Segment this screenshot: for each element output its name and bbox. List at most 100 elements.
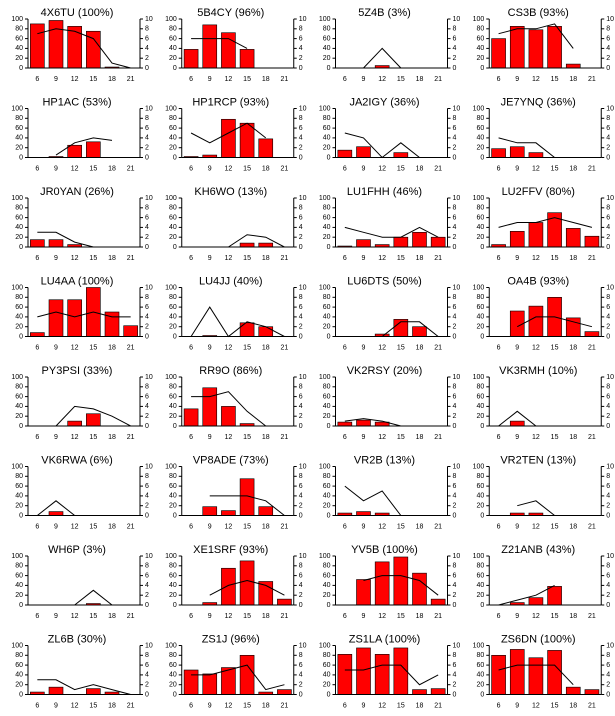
bar bbox=[430, 236, 446, 248]
y-tick-label: 100 bbox=[473, 553, 485, 560]
x-tick-label: 6 bbox=[497, 702, 501, 709]
bar bbox=[48, 511, 64, 516]
y-tick-label: 100 bbox=[319, 374, 331, 381]
bar bbox=[67, 299, 82, 337]
x-tick-label: 15 bbox=[397, 613, 405, 620]
x-tick-label: 6 bbox=[343, 434, 347, 441]
y-tick-label: 0 bbox=[480, 333, 484, 340]
x-tick-label: 9 bbox=[54, 165, 58, 172]
y-tick-label: 60 bbox=[323, 35, 331, 42]
y-tick-label: 40 bbox=[323, 314, 331, 321]
y-tick-label: 40 bbox=[169, 224, 177, 231]
y2-tick-label: 8 bbox=[453, 563, 457, 570]
bar bbox=[491, 654, 506, 695]
y2-tick-label: 10 bbox=[145, 105, 153, 112]
y-tick-label: 80 bbox=[15, 26, 23, 33]
x-tick-label: 6 bbox=[343, 255, 347, 262]
y-tick-label: 80 bbox=[323, 652, 331, 659]
x-tick-label: 15 bbox=[89, 344, 97, 351]
bar bbox=[277, 598, 292, 606]
x-tick-label: 21 bbox=[434, 613, 442, 620]
y2-tick-label: 2 bbox=[299, 234, 303, 241]
y2-tick-label: 4 bbox=[299, 135, 303, 142]
y-tick-label: 100 bbox=[11, 463, 23, 470]
x-tick-label: 18 bbox=[108, 613, 116, 620]
x-tick-label: 9 bbox=[362, 523, 366, 530]
y2-tick-label: 2 bbox=[145, 234, 149, 241]
y-tick-label: 0 bbox=[19, 512, 23, 519]
y-tick-label: 40 bbox=[15, 493, 23, 500]
x-tick-label: 12 bbox=[378, 76, 386, 83]
y2-tick-label: 4 bbox=[299, 45, 303, 52]
line bbox=[55, 137, 113, 156]
x-tick-label: 9 bbox=[362, 165, 366, 172]
y-tick-label: 100 bbox=[473, 16, 485, 23]
bar bbox=[221, 32, 236, 69]
y-tick-label: 40 bbox=[169, 403, 177, 410]
bar bbox=[30, 332, 45, 337]
line bbox=[190, 306, 285, 338]
y2-tick-label: 8 bbox=[145, 205, 149, 212]
y-tick-label: 100 bbox=[165, 105, 177, 112]
y-tick-label: 0 bbox=[327, 244, 331, 251]
y-tick-label: 0 bbox=[480, 423, 484, 430]
x-tick-label: 21 bbox=[588, 255, 596, 262]
y-tick-label: 20 bbox=[323, 592, 331, 599]
y-tick-label: 0 bbox=[19, 423, 23, 430]
bar bbox=[183, 49, 199, 69]
y-tick-label: 60 bbox=[169, 304, 177, 311]
panel-title: ZS1J (96%) bbox=[202, 633, 260, 645]
x-tick-label: 21 bbox=[588, 434, 596, 441]
bar bbox=[528, 222, 544, 248]
y2-tick-label: 2 bbox=[145, 413, 149, 420]
y-tick-label: 20 bbox=[169, 592, 177, 599]
panel-title: LU4AA (100%) bbox=[41, 275, 114, 287]
y2-tick-label: 6 bbox=[453, 572, 457, 579]
x-tick-label: 18 bbox=[108, 434, 116, 441]
x-tick-label: 15 bbox=[243, 702, 251, 709]
y2-tick-label: 6 bbox=[145, 662, 149, 669]
y-tick-label: 20 bbox=[169, 682, 177, 689]
y2-tick-label: 8 bbox=[606, 26, 610, 33]
y-tick-label: 60 bbox=[323, 572, 331, 579]
x-tick-label: 9 bbox=[515, 76, 519, 83]
x-tick-label: 12 bbox=[71, 702, 79, 709]
bar bbox=[239, 322, 255, 337]
panel-title: JA2IGY (36%) bbox=[349, 96, 419, 108]
y2-tick-label: 10 bbox=[299, 553, 307, 560]
bar bbox=[258, 138, 274, 158]
panel-title: ZS1LA (100%) bbox=[349, 633, 421, 645]
y2-tick-label: 0 bbox=[145, 602, 149, 609]
y2-tick-label: 4 bbox=[299, 493, 303, 500]
y-tick-label: 60 bbox=[476, 483, 484, 490]
y2-tick-label: 2 bbox=[453, 503, 457, 510]
y-tick-label: 20 bbox=[323, 234, 331, 241]
y-tick-label: 40 bbox=[169, 135, 177, 142]
y2-tick-label: 10 bbox=[606, 105, 614, 112]
bar bbox=[547, 650, 562, 695]
y2-tick-label: 8 bbox=[145, 26, 149, 33]
y2-tick-label: 2 bbox=[145, 592, 149, 599]
y2-tick-label: 6 bbox=[145, 304, 149, 311]
x-tick-label: 12 bbox=[378, 702, 386, 709]
x-tick-label: 12 bbox=[532, 613, 540, 620]
line bbox=[74, 589, 113, 606]
y2-tick-label: 10 bbox=[299, 105, 307, 112]
y2-tick-label: 10 bbox=[453, 284, 461, 291]
x-tick-label: 18 bbox=[262, 613, 270, 620]
y-tick-label: 0 bbox=[327, 154, 331, 161]
x-tick-label: 6 bbox=[35, 434, 39, 441]
y-tick-label: 80 bbox=[15, 294, 23, 301]
y2-tick-label: 8 bbox=[299, 294, 303, 301]
x-tick-label: 6 bbox=[497, 344, 501, 351]
bar bbox=[430, 598, 446, 606]
y2-tick-label: 8 bbox=[453, 473, 457, 480]
y2-tick-label: 4 bbox=[606, 224, 610, 231]
y2-tick-label: 2 bbox=[299, 592, 303, 599]
panel-title: VP8ADE (73%) bbox=[193, 454, 269, 466]
y-tick-label: 60 bbox=[15, 393, 23, 400]
y2-tick-label: 2 bbox=[453, 55, 457, 62]
line bbox=[344, 132, 420, 159]
y2-tick-label: 8 bbox=[145, 294, 149, 301]
x-tick-label: 6 bbox=[189, 165, 193, 172]
